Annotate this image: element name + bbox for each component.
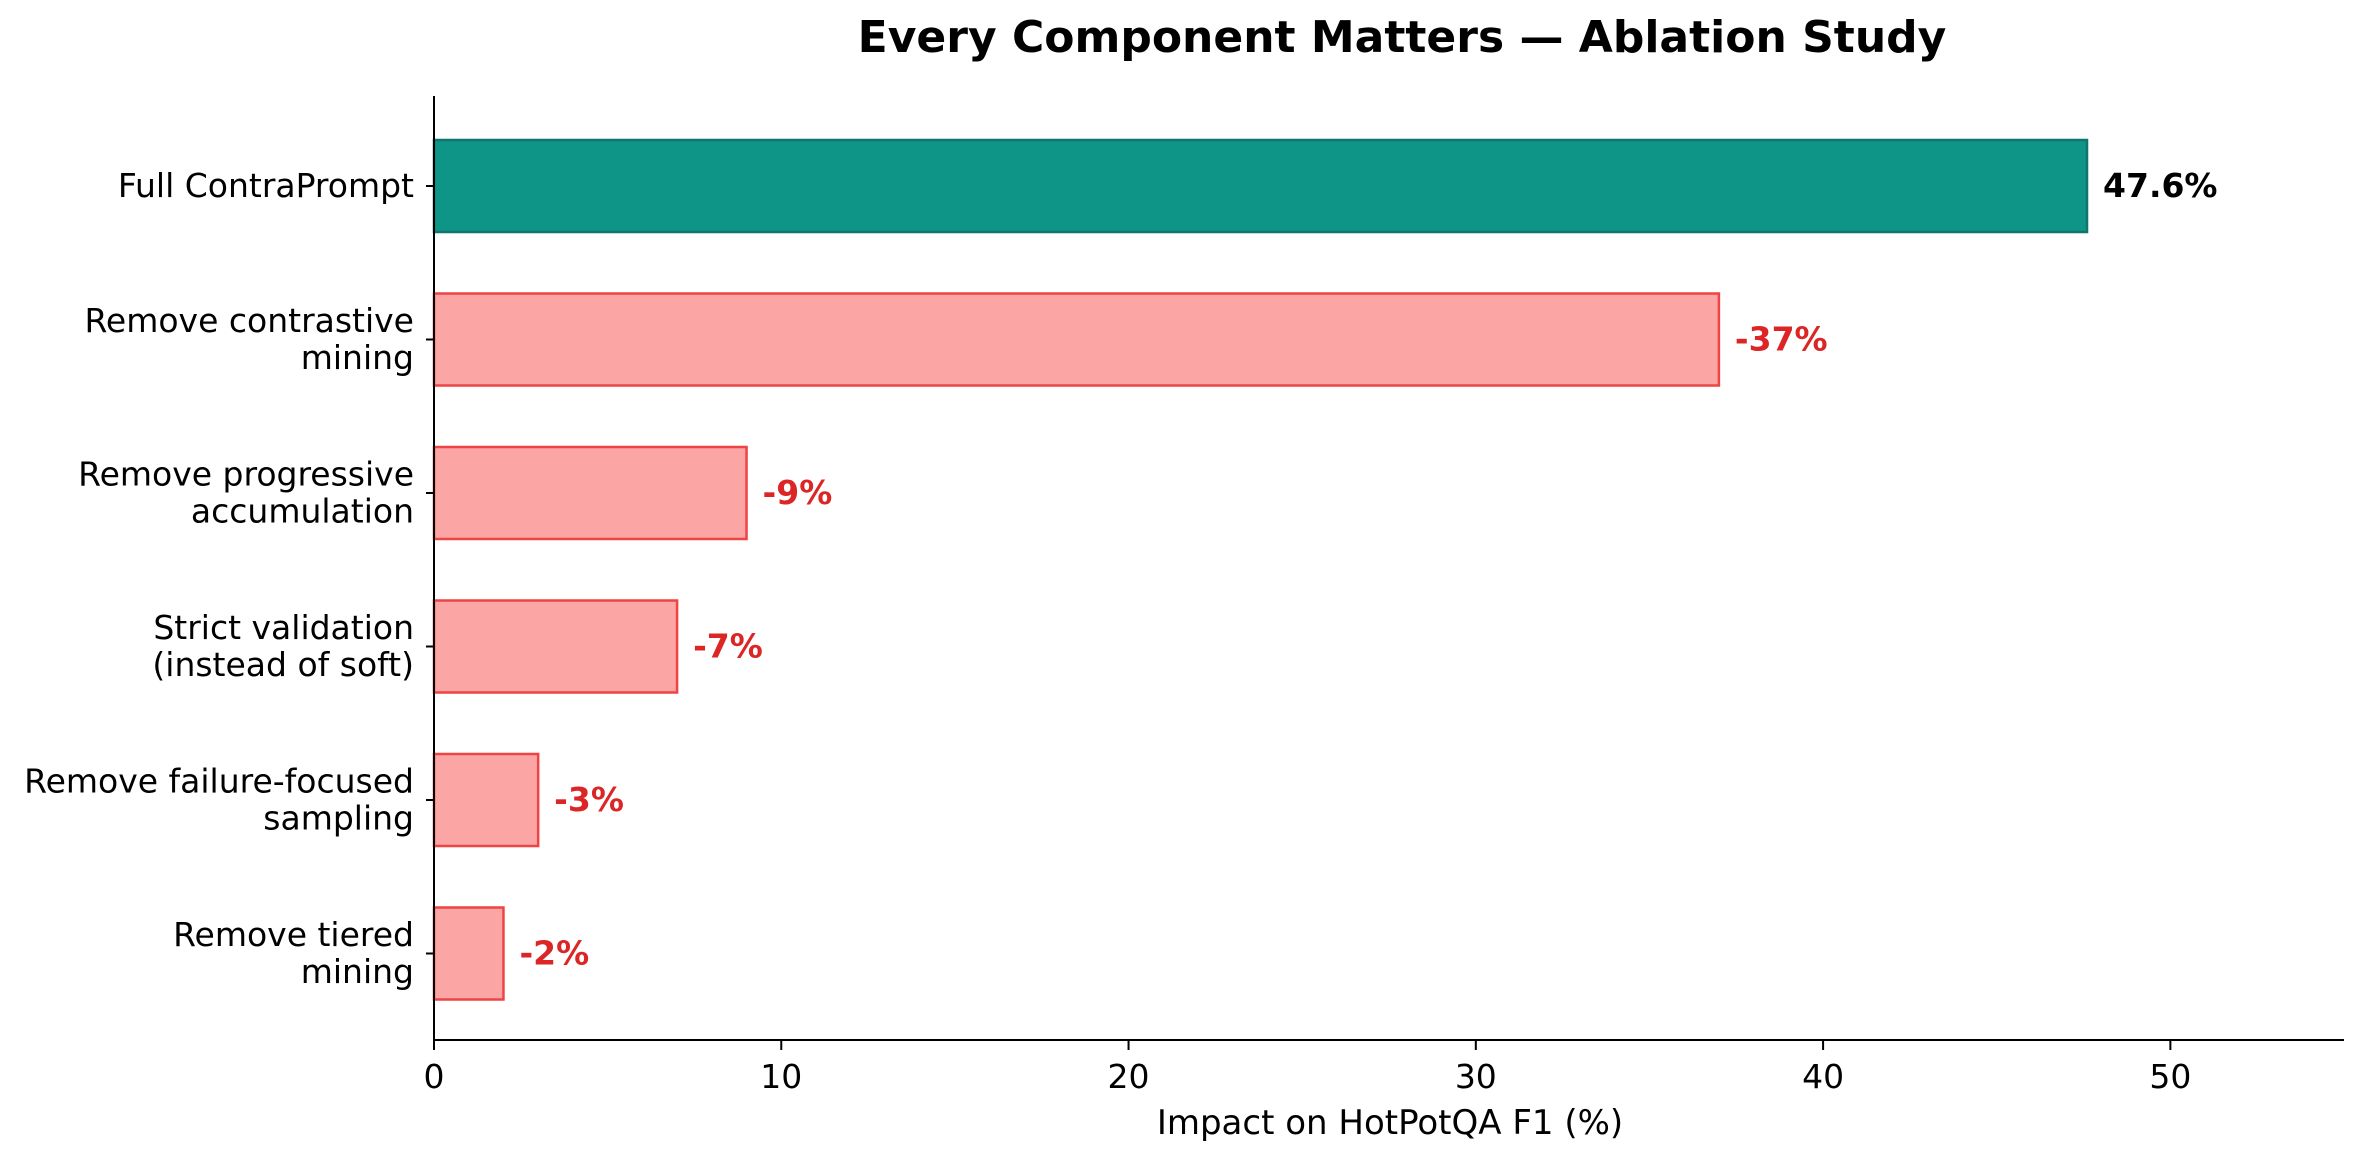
category-label-line: accumulation <box>191 492 414 531</box>
category-label: Strict validation (instead of soft) <box>152 608 414 684</box>
category-label-line: Strict validation <box>153 608 414 647</box>
bar <box>432 906 505 1001</box>
x-tick-label: 20 <box>1108 1057 1150 1096</box>
category-label-line: Remove contrastive <box>84 301 414 340</box>
x-tick-label: 40 <box>1802 1057 1844 1096</box>
category-label-line: Remove failure-focused <box>24 762 414 801</box>
category-label-line: mining <box>301 952 414 991</box>
category-label-line: Remove progressive <box>78 455 414 494</box>
value-labels-layer: 47.6% -37% -9% -7% -3% -2% <box>519 166 2217 973</box>
category-label: Remove tiered mining <box>173 915 414 991</box>
value-label: -7% <box>693 627 763 666</box>
bars-layer <box>432 138 2089 1001</box>
category-label: Full ContraPrompt <box>118 166 414 205</box>
axes-layer <box>426 96 2344 1041</box>
category-label-line: Remove tiered <box>173 915 414 954</box>
bar <box>432 138 2089 234</box>
x-ticks-layer: 0 10 20 30 40 50 <box>424 1040 2191 1096</box>
value-label: 47.6% <box>2103 166 2218 205</box>
bar <box>432 599 679 694</box>
x-tick-label: 30 <box>1455 1057 1497 1096</box>
x-tick-label: 50 <box>2149 1057 2191 1096</box>
category-label: Remove progressive accumulation <box>78 455 414 531</box>
bar <box>432 292 1721 387</box>
bar <box>432 752 540 848</box>
category-label-line: Full ContraPrompt <box>118 166 414 205</box>
x-tick-label: 10 <box>760 1057 802 1096</box>
value-label: -3% <box>554 780 624 819</box>
bar <box>432 445 748 541</box>
x-axis-title: Impact on HotPotQA F1 (%) <box>1157 1103 1623 1143</box>
category-label-line: mining <box>301 338 414 377</box>
value-label: -37% <box>1735 320 1828 359</box>
chart-title: Every Component Matters — Ablation Study <box>858 12 1947 63</box>
category-label: Remove contrastive mining <box>84 301 414 377</box>
category-label: Remove failure-focused sampling <box>24 762 414 838</box>
value-label: -2% <box>519 934 589 973</box>
category-label-line: sampling <box>263 799 414 838</box>
value-label: -9% <box>763 473 833 512</box>
category-label-line: (instead of soft) <box>152 645 414 684</box>
x-tick-label: 0 <box>424 1057 445 1096</box>
